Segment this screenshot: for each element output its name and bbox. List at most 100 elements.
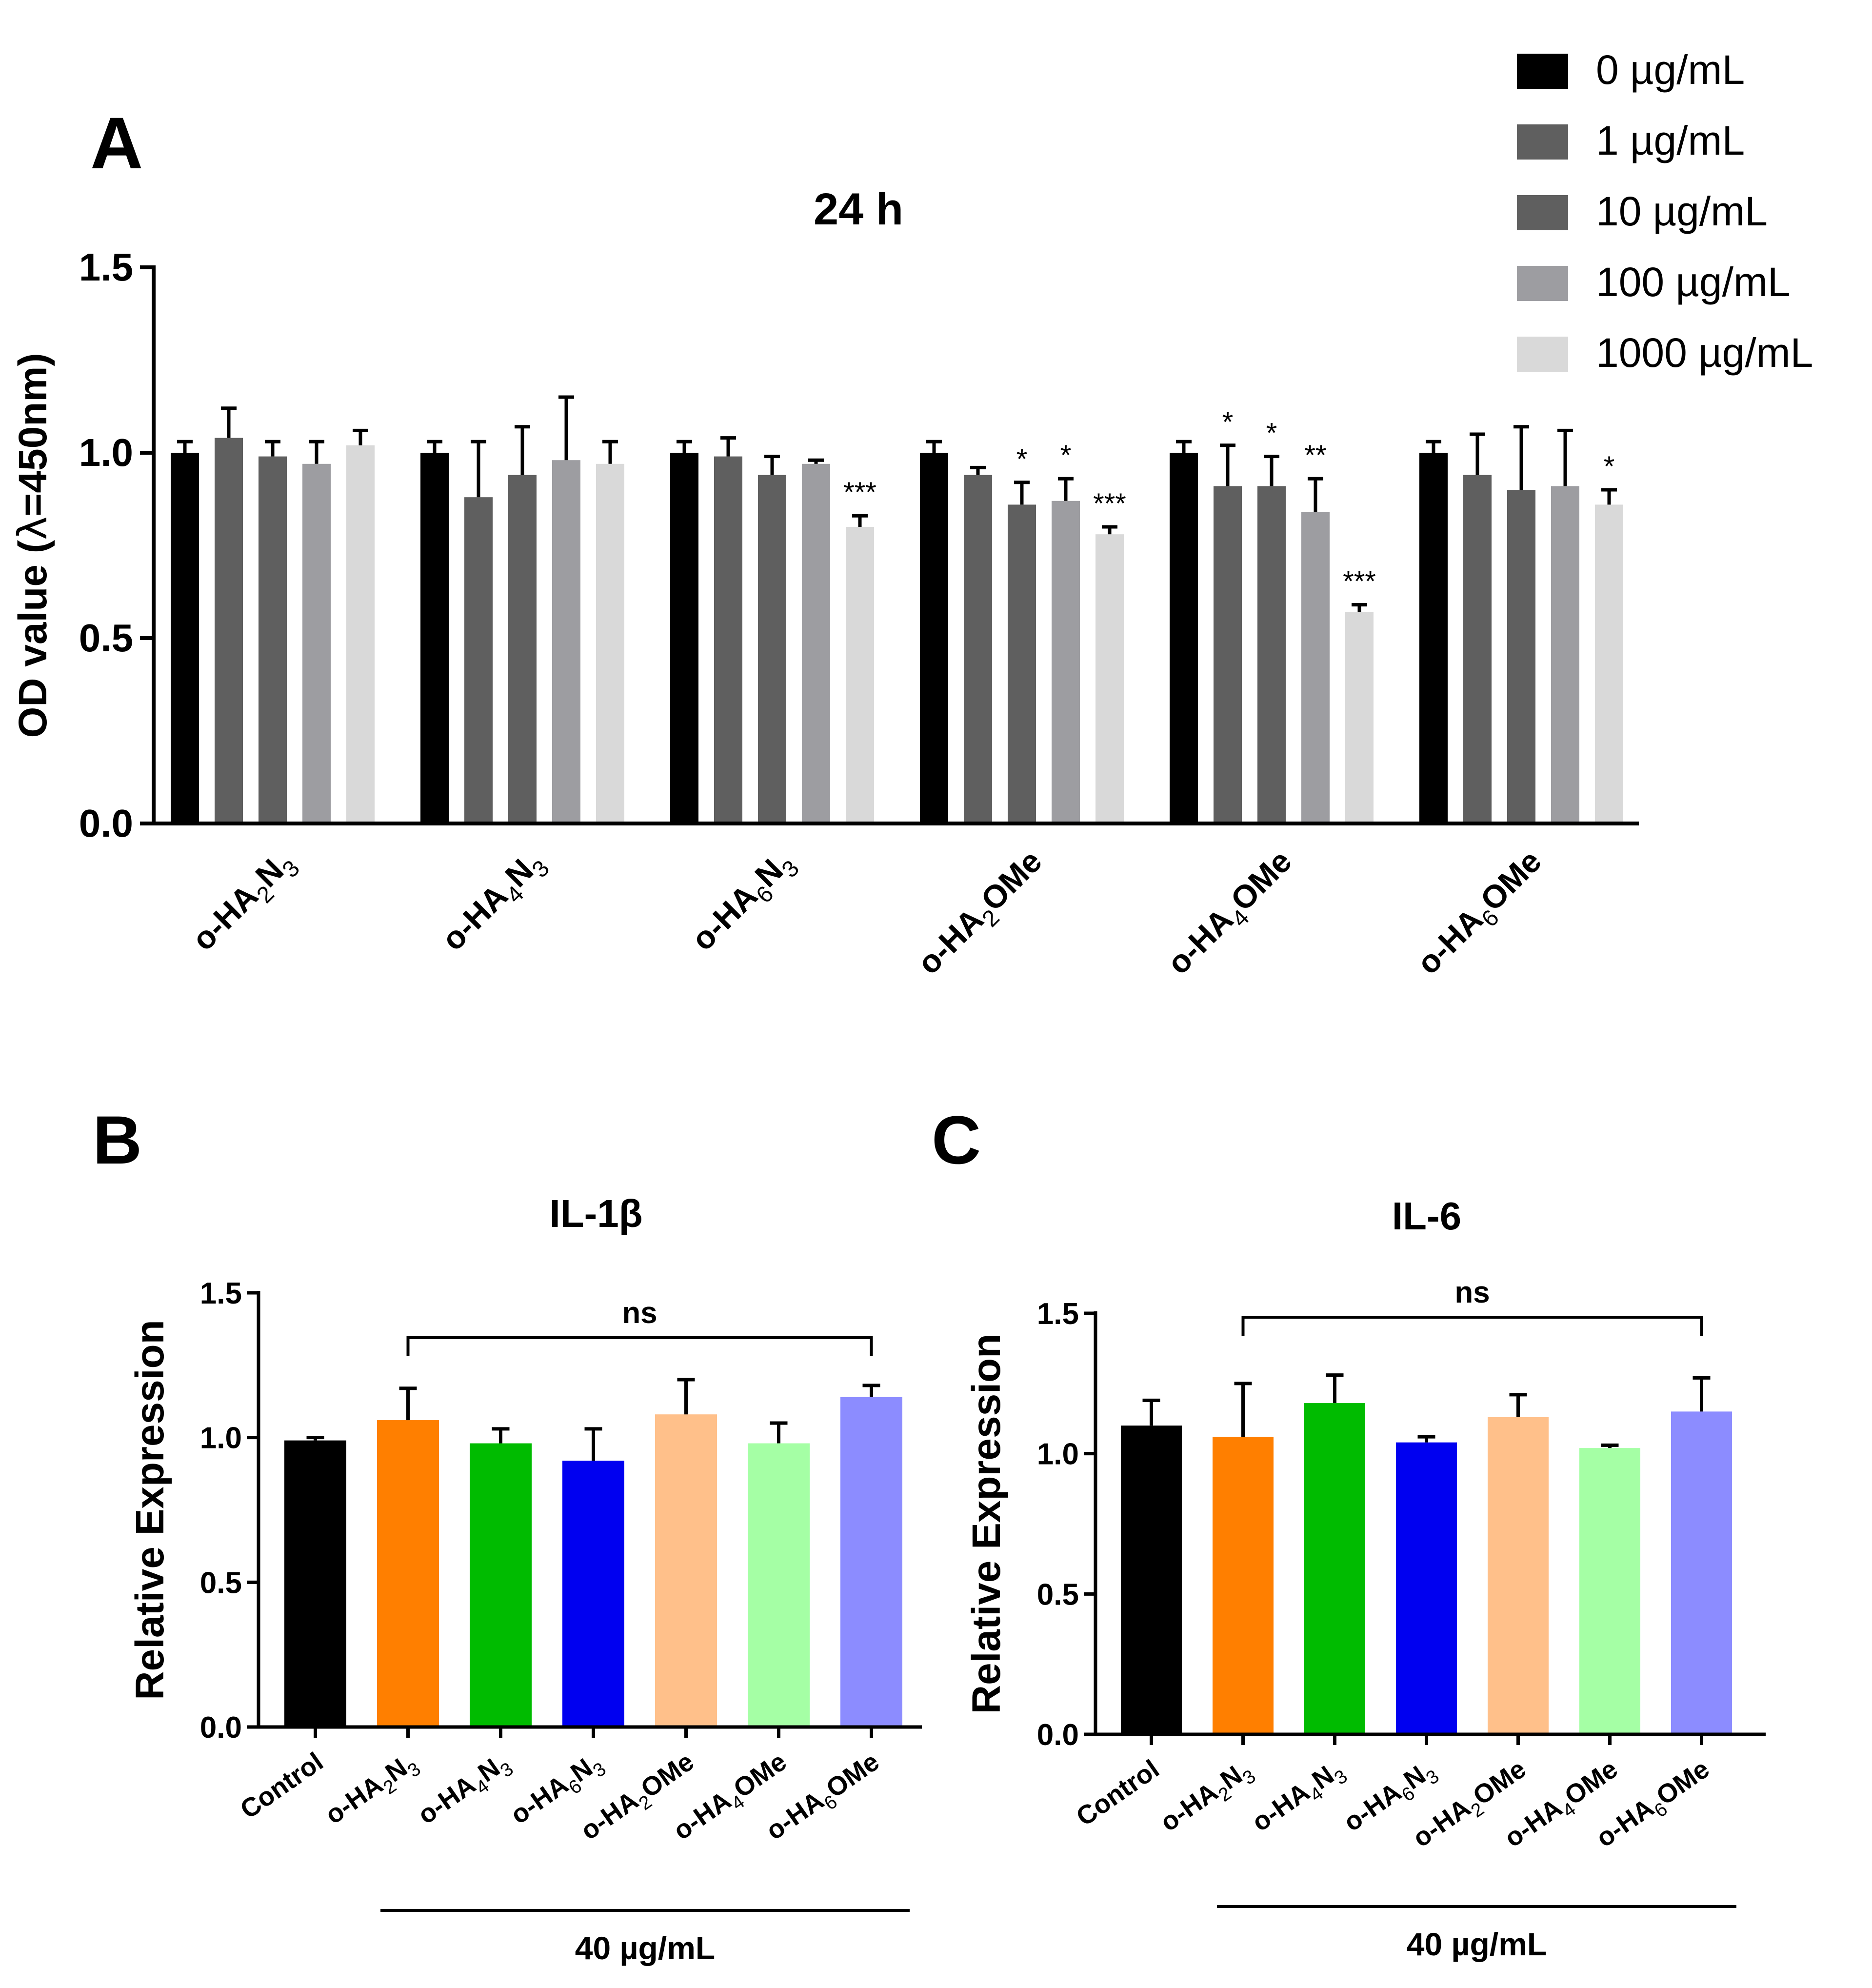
y-tick-label: 1.0 [79, 431, 133, 474]
panel-letter-a: A [90, 102, 143, 184]
bar [552, 460, 580, 823]
bar [1463, 475, 1492, 823]
y-tick-label: 1.5 [1037, 1297, 1079, 1331]
x-tick-label-base: Control [235, 1747, 329, 1825]
x-tick-label-base: o-HA [761, 1786, 829, 1846]
bar [1052, 501, 1080, 823]
bar [714, 456, 742, 823]
x-tick-label-base: o-HA [576, 1786, 644, 1846]
bar [1507, 490, 1535, 823]
bar [802, 463, 830, 823]
x-tick-label: Control [1071, 1754, 1165, 1832]
x-tick-label-base: o-HA [1247, 1777, 1315, 1837]
bar [758, 475, 786, 823]
bar [1579, 1448, 1640, 1734]
y-tick-label: 1.0 [200, 1422, 242, 1455]
bar [1595, 504, 1623, 823]
legend-label: 100 µg/mL [1596, 259, 1791, 305]
legend-swatch [1517, 337, 1568, 372]
group-label: 40 µg/mL [1407, 1926, 1547, 1962]
bar [920, 453, 948, 823]
significance-mark: ** [1304, 440, 1326, 471]
bar [1301, 512, 1330, 823]
x-tick-label: o-HA2OMe [910, 843, 1054, 987]
significance-mark: * [1604, 451, 1615, 482]
x-tick-label-base: o-HA [1338, 1777, 1407, 1837]
panel-a: A 24 h 0.0 0.5 1.0 1.5 OD value (λ=450nm) o-HA2… [10, 47, 1813, 987]
significance-mark: * [1060, 440, 1072, 471]
significance-mark: *** [1093, 488, 1126, 520]
bar [470, 1443, 532, 1727]
legend-swatch [1517, 266, 1568, 301]
bar [840, 1397, 902, 1727]
legend-label: 1 µg/mL [1596, 118, 1745, 163]
x-tick-label-base: o-HA [1408, 1793, 1476, 1853]
legend-swatch [1517, 54, 1568, 89]
x-tick-label: Control [235, 1747, 329, 1825]
x-tick-label-base: o-HA [1591, 1793, 1659, 1853]
bar [1671, 1411, 1732, 1734]
bar [377, 1420, 439, 1727]
bar [964, 475, 992, 823]
bar [1304, 1403, 1365, 1734]
significance-mark: *** [843, 477, 876, 508]
significance-mark: * [1266, 418, 1277, 449]
y-axis-label: Relative Expression [128, 1320, 172, 1700]
y-axis-label-lambda: λ [10, 516, 56, 540]
x-tick-label-base: o-HA [1499, 1793, 1568, 1853]
chart-title: IL-6 [1392, 1194, 1461, 1238]
bar [1488, 1417, 1549, 1734]
bar [846, 527, 874, 823]
significance-mark: *** [1343, 566, 1376, 598]
bar [1396, 1442, 1457, 1734]
bar [1345, 612, 1374, 823]
bar [748, 1443, 810, 1727]
x-tick-label: o-HA4N3 [435, 843, 555, 963]
panel-b: B IL-1β 0.0 0.5 1.0 1.5 Relative Expression Con… [93, 1102, 922, 1966]
bar [1257, 486, 1286, 823]
significance-bracket [406, 1336, 873, 1356]
x-tick-label-base: o-HA [505, 1770, 574, 1830]
x-tick-label: o-HA4N3 [1247, 1754, 1351, 1842]
y-tick-label: 0.0 [200, 1711, 242, 1745]
significance-bracket [1241, 1316, 1703, 1336]
bar [1170, 453, 1198, 823]
y-tick-label: 0.0 [79, 802, 133, 845]
legend: 0 µg/mL 1 µg/mL 10 µg/mL 100 µg/mL 1000 µg/m… [1517, 47, 1813, 376]
x-tick-label: o-HA2N3 [1155, 1754, 1259, 1842]
x-tick-label: o-HA2N3 [320, 1747, 424, 1835]
y-tick-label: 0.5 [200, 1566, 242, 1600]
bar [562, 1461, 624, 1727]
bar [1214, 486, 1242, 823]
legend-label: 10 µg/mL [1596, 188, 1768, 234]
bar [420, 453, 449, 823]
legend-swatch [1517, 124, 1568, 160]
group-label: 40 µg/mL [575, 1930, 715, 1966]
y-tick-label: 0.5 [1037, 1578, 1079, 1611]
x-tick-label: o-HA4OMe [1160, 843, 1304, 987]
legend-label: 1000 µg/mL [1596, 330, 1813, 376]
bar [1551, 486, 1579, 823]
x-tick-label: o-HA6OMe [1410, 843, 1553, 987]
y-tick-label: 1.0 [1037, 1438, 1079, 1471]
bar [346, 445, 375, 823]
y-tick-label: 1.5 [79, 245, 133, 289]
legend-label: 0 µg/mL [1596, 47, 1745, 93]
y-tick-label: 0.5 [79, 616, 133, 660]
y-axis-label-part: =450nm) [11, 353, 55, 516]
bar [259, 456, 287, 823]
chart-title: 24 h [814, 184, 903, 234]
bar [1213, 1437, 1274, 1734]
y-axis-label: OD value (λ=450nm) [10, 353, 56, 738]
significance-mark: * [1222, 406, 1234, 438]
panel-c: C IL-6 0.0 0.5 1.0 1.5 Relative Expression Cont… [932, 1102, 1766, 1962]
y-axis-label: Relative Expression [964, 1334, 1009, 1714]
bar [464, 497, 493, 823]
x-tick-label: o-HA6N3 [684, 843, 804, 963]
bar [508, 475, 537, 823]
panel-letter-b: B [93, 1102, 142, 1178]
y-tick-label: 1.5 [200, 1277, 242, 1310]
x-tick-label-base: o-HA [413, 1770, 481, 1830]
x-tick-label: o-HA4N3 [413, 1747, 517, 1835]
bar [596, 463, 624, 823]
